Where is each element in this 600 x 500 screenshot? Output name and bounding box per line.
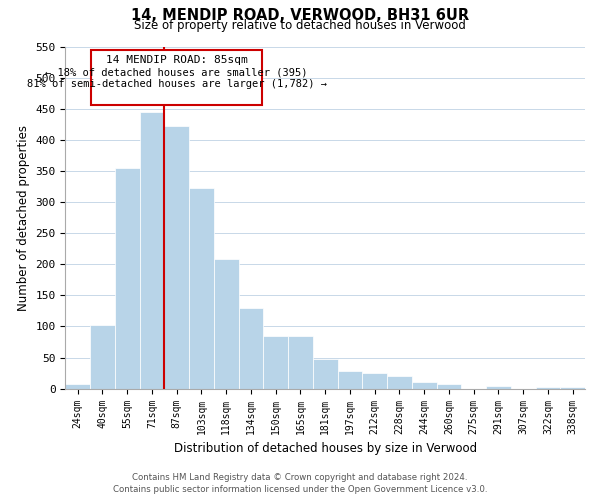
Bar	[412, 382, 437, 388]
Text: Size of property relative to detached houses in Verwood: Size of property relative to detached ho…	[134, 19, 466, 32]
Bar	[90, 325, 115, 388]
Bar	[387, 376, 412, 388]
Bar	[189, 188, 214, 388]
Bar	[239, 308, 263, 388]
Bar	[263, 336, 288, 388]
Text: 14 MENDIP ROAD: 85sqm: 14 MENDIP ROAD: 85sqm	[106, 55, 248, 65]
Bar	[313, 359, 338, 388]
Bar	[65, 384, 90, 388]
Bar	[140, 112, 164, 388]
Bar	[214, 260, 239, 388]
Bar	[115, 168, 140, 388]
Bar	[536, 387, 560, 388]
Bar	[164, 126, 189, 388]
Bar	[362, 373, 387, 388]
Bar	[437, 384, 461, 388]
FancyBboxPatch shape	[91, 50, 262, 105]
Text: 14, MENDIP ROAD, VERWOOD, BH31 6UR: 14, MENDIP ROAD, VERWOOD, BH31 6UR	[131, 8, 469, 22]
Bar	[486, 386, 511, 388]
Bar	[288, 336, 313, 388]
Text: 81% of semi-detached houses are larger (1,782) →: 81% of semi-detached houses are larger (…	[27, 80, 327, 90]
Y-axis label: Number of detached properties: Number of detached properties	[17, 124, 30, 310]
Bar	[338, 370, 362, 388]
Text: ← 18% of detached houses are smaller (395): ← 18% of detached houses are smaller (39…	[46, 68, 308, 78]
Text: Contains HM Land Registry data © Crown copyright and database right 2024.
Contai: Contains HM Land Registry data © Crown c…	[113, 472, 487, 494]
X-axis label: Distribution of detached houses by size in Verwood: Distribution of detached houses by size …	[173, 442, 477, 455]
